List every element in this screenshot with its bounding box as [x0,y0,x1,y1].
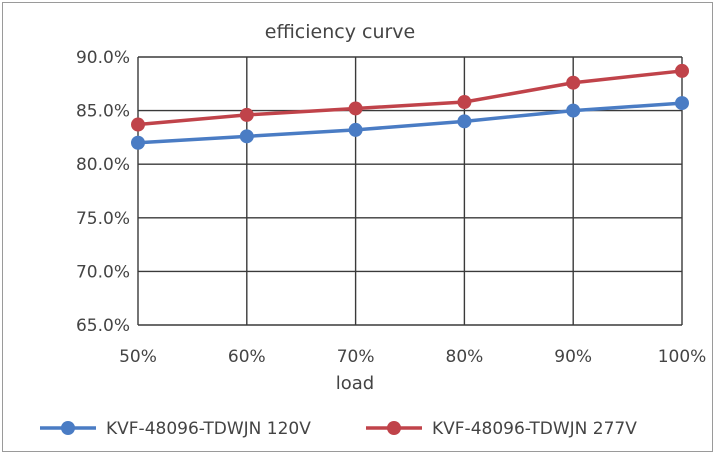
series-2 [131,63,689,132]
series-1 [131,96,689,150]
chart-title: efficiency curve [265,21,415,43]
legend: KVF-48096-TDWJN 120V KVF-48096-TDWJN 277V [40,419,637,439]
chart-frame [2,2,713,452]
series-lines [131,63,689,150]
x-tick-label: 80% [446,347,484,367]
data-point [348,122,363,137]
series-line [137,69,683,127]
legend-entry: KVF-48096-TDWJN 277V [366,419,637,439]
x-tick-label: 70% [337,347,375,367]
legend-marker [61,421,75,435]
data-point [566,75,581,90]
x-tick-label: 100% [658,347,707,367]
x-axis-ticks: 50% 60% 70% 80% 90% 100% [119,347,706,367]
data-point [457,114,472,129]
series-line [137,101,683,145]
x-tick-label: 90% [554,347,592,367]
x-tick-label: 50% [119,347,157,367]
y-axis-ticks: 65.0% 70.0% 75.0% 80.0% 85.0% 90.0% [76,48,130,336]
legend-marker [387,421,401,435]
y-tick-label: 85.0% [76,102,130,122]
data-point [675,63,689,78]
data-point [675,96,689,111]
legend-entry: KVF-48096-TDWJN 120V [40,419,311,439]
data-point [131,117,145,132]
legend-label: KVF-48096-TDWJN 277V [432,419,637,439]
y-tick-label: 70.0% [76,262,130,282]
legend-label: KVF-48096-TDWJN 120V [106,419,311,439]
data-point [131,135,145,150]
data-point [239,107,254,122]
x-tick-label: 60% [228,347,266,367]
data-point [348,101,363,116]
y-tick-label: 90.0% [76,48,130,68]
data-point [239,129,254,144]
data-point [566,103,581,118]
y-tick-label: 80.0% [76,155,130,175]
grid [137,56,683,326]
data-point [457,95,472,110]
y-tick-label: 75.0% [76,209,130,229]
y-tick-label: 65.0% [76,316,130,336]
x-axis-label: load [336,373,374,394]
